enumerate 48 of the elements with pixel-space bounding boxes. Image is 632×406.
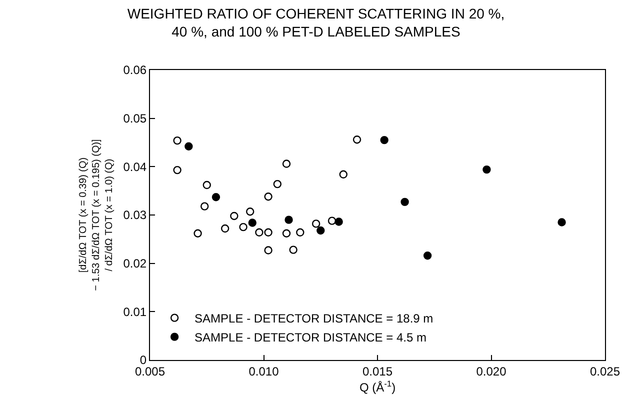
point [312, 220, 320, 228]
point [194, 229, 202, 238]
point [255, 228, 264, 236]
point [334, 218, 343, 226]
y-tick-label: 0.02 [123, 256, 147, 271]
y-tick-label: 0.05 [123, 112, 147, 126]
x-tick-label: 0.020 [476, 364, 507, 378]
chart-title: WEIGHTED RATIO OF COHERENT SCATTERING IN 20 %, 40 %, and 100 % PET-D LABELED SAMPLES [127, 5, 505, 40]
point [558, 218, 566, 226]
y-axis-title: [dΣ/dΩ TOT (x = 0.39) (Q) − 1.53 dΣ/dΩ TOT (x = 0.195) (Q)] / dΣ/dΩ TOT (x = 1.0) (Q) [78, 138, 116, 291]
point [282, 160, 291, 168]
point [316, 226, 325, 235]
point [173, 166, 182, 174]
y-tick-label: 0.03 [123, 208, 147, 222]
x-tick-label: 0.015 [362, 364, 393, 378]
point [339, 170, 348, 178]
point [282, 229, 291, 238]
point [230, 212, 238, 220]
point [248, 218, 256, 227]
point [264, 246, 272, 254]
x-axis-title: Q (Å$^{-1}$) [359, 378, 396, 394]
point [202, 180, 211, 190]
point [284, 216, 293, 224]
point [220, 224, 230, 233]
point [400, 198, 409, 206]
point [380, 136, 388, 144]
point [423, 252, 432, 260]
y-tick-label: 0.04 [123, 160, 147, 174]
y-tick-label: 0.01 [123, 304, 147, 319]
y-tick-label: 0.06 [123, 63, 147, 78]
point [246, 208, 254, 216]
point [200, 202, 209, 210]
point [296, 228, 304, 236]
legend-label: SAMPLE - DETECTOR DISTANCE = 4.5 m [194, 330, 426, 344]
point [212, 193, 220, 202]
point [352, 136, 362, 144]
legend-label: SAMPLE - DETECTOR DISTANCE = 18.9 m [194, 311, 434, 326]
point [264, 228, 272, 236]
point [289, 246, 298, 254]
point [239, 222, 248, 232]
point [328, 216, 336, 225]
point [173, 136, 182, 145]
x-tick-label: 0.025 [590, 364, 620, 378]
point [184, 142, 193, 150]
point [264, 192, 272, 201]
point [273, 180, 282, 188]
x-tick-label: 0.010 [248, 364, 280, 378]
point [482, 165, 491, 174]
